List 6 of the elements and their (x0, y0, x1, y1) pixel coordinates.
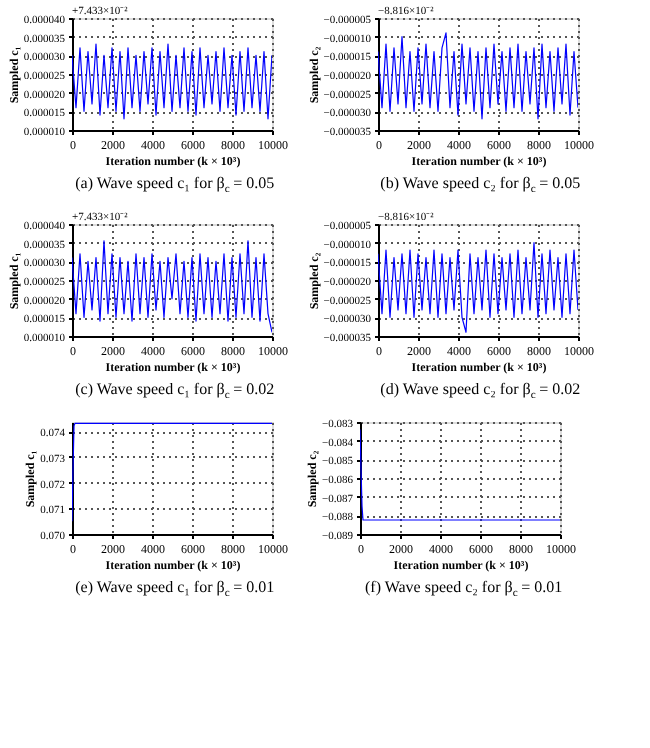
line-series (378, 242, 578, 333)
line-series (72, 43, 272, 120)
line-series (72, 240, 272, 333)
line-series (378, 32, 578, 120)
line-series (360, 428, 560, 521)
line-series (72, 422, 272, 522)
